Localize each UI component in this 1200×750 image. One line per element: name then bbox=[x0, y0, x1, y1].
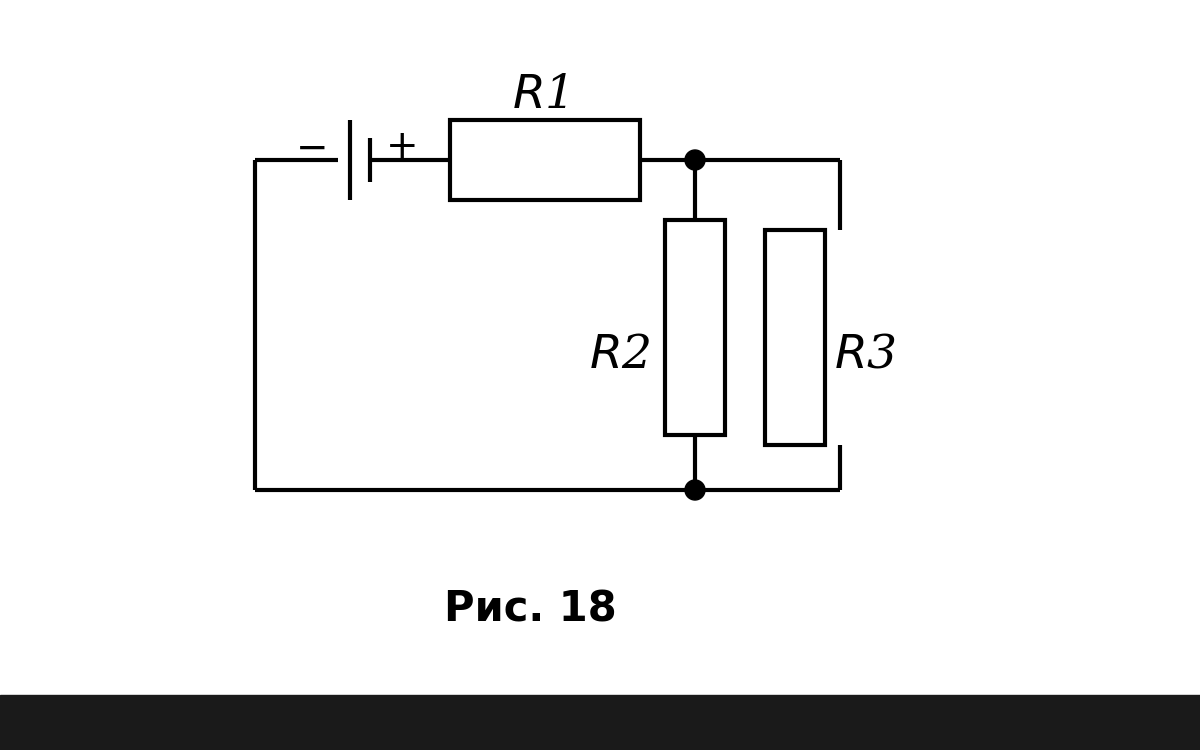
Text: $-$: $-$ bbox=[295, 130, 325, 166]
Bar bbox=[450, 120, 640, 200]
Text: $\mathit{R}$2: $\mathit{R}$2 bbox=[589, 332, 652, 378]
Bar bbox=[0, 695, 1200, 750]
Text: $+$: $+$ bbox=[385, 130, 415, 166]
Circle shape bbox=[685, 150, 706, 170]
Text: 22:27: 22:27 bbox=[568, 712, 632, 732]
Text: $\mathit{R}$1: $\mathit{R}$1 bbox=[512, 72, 568, 118]
Bar bbox=[766, 230, 826, 445]
Bar bbox=[665, 220, 725, 435]
Circle shape bbox=[685, 480, 706, 500]
Text: $\mathit{R}$3: $\mathit{R}$3 bbox=[834, 332, 896, 378]
Text: Рис. 18: Рис. 18 bbox=[444, 589, 617, 631]
